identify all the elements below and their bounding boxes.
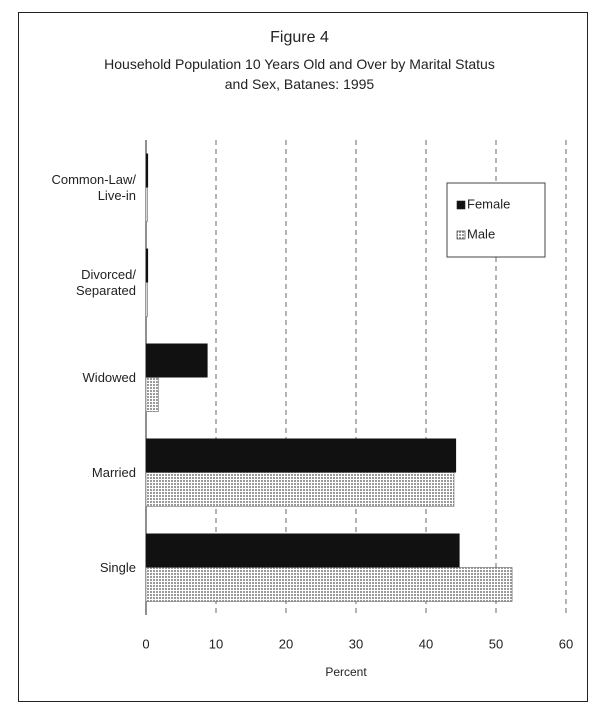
x-tick-label: 10 [209,636,223,651]
legend-box [446,182,546,258]
legend-label: Female [467,196,510,211]
y-tick-label: Single [99,559,136,575]
bar [146,343,208,378]
bar [145,472,455,507]
y-tick-label: Divorced/ Separated [76,266,136,298]
bar [145,377,159,412]
bar [146,248,149,283]
bar [146,438,457,473]
legend-swatch [456,200,466,210]
legend-swatch [456,230,466,240]
bar [145,567,513,602]
x-tick-label: 30 [349,636,363,651]
x-tick-label: 40 [419,636,433,651]
bar [145,282,148,317]
x-tick-label: 0 [142,636,149,651]
chart-title: Figure 4 [270,29,329,46]
x-tick-label: 60 [559,636,573,651]
y-tick-label: Married [91,464,136,480]
x-axis-label: Percent [325,665,367,679]
x-tick-label: 20 [279,636,293,651]
bar [146,533,460,568]
bar [146,153,149,188]
y-tick-label: Common-Law/ Live-in [51,171,136,203]
x-tick-label: 50 [489,636,503,651]
chart-subtitle: Household Population 10 Years Old and Ov… [104,56,495,92]
legend-label: Male [467,226,495,241]
y-tick-label: Widowed [82,369,136,385]
chart-frame [18,12,588,702]
bar [145,187,148,222]
